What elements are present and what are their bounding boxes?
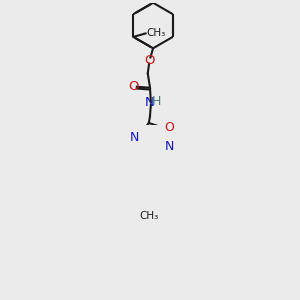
Text: O: O [164, 121, 174, 134]
Text: CH₃: CH₃ [146, 28, 166, 38]
Text: N: N [145, 96, 154, 109]
Text: CH₃: CH₃ [139, 211, 158, 221]
Text: H: H [152, 95, 161, 108]
Text: O: O [128, 80, 139, 93]
Text: O: O [144, 54, 155, 67]
Text: N: N [165, 140, 175, 153]
Text: N: N [130, 131, 139, 144]
